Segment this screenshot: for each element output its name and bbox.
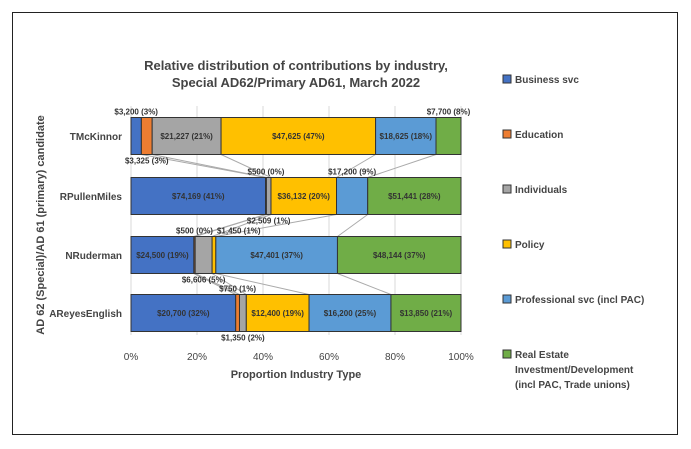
series-line bbox=[337, 214, 368, 237]
y-tick-label: RPullenMiles bbox=[60, 192, 123, 203]
bar-segment bbox=[367, 177, 462, 215]
data-label: $24,500 (19%) bbox=[136, 251, 189, 260]
data-label: $500 (0%) bbox=[248, 168, 285, 177]
bar-segment bbox=[245, 294, 310, 332]
legend-label: Professional svc (incl PAC) bbox=[515, 295, 644, 306]
series-line bbox=[215, 273, 310, 295]
legend-swatch bbox=[502, 184, 512, 194]
data-label: $21,227 (21%) bbox=[160, 132, 213, 141]
series-line bbox=[367, 154, 437, 178]
series-line bbox=[337, 273, 392, 295]
chart-frame bbox=[12, 12, 678, 435]
x-tick-label: 60% bbox=[319, 352, 339, 363]
legend-label: (incl PAC, Trade unions) bbox=[515, 380, 630, 391]
series-line bbox=[152, 154, 267, 178]
bar-segment bbox=[220, 117, 377, 155]
data-label: $47,401 (37%) bbox=[250, 251, 303, 260]
series-line bbox=[211, 214, 272, 237]
data-label: $1,350 (2%) bbox=[221, 334, 265, 343]
bar-segment bbox=[235, 294, 240, 332]
bar-segment bbox=[265, 177, 272, 215]
series-line bbox=[220, 154, 272, 178]
bar-segment bbox=[336, 177, 369, 215]
x-tick-label: 20% bbox=[187, 352, 207, 363]
bar-segment bbox=[308, 294, 392, 332]
legend-label: Business svc bbox=[515, 75, 579, 86]
legend-label: Real Estate bbox=[515, 350, 569, 361]
series-line bbox=[211, 273, 247, 295]
data-label: $13,850 (21%) bbox=[400, 309, 453, 318]
bar-segment bbox=[390, 294, 462, 332]
y-tick-label: AReyesEnglish bbox=[49, 309, 122, 320]
x-tick-label: 0% bbox=[124, 352, 139, 363]
bar-segment bbox=[435, 117, 462, 155]
chart-title-line2: Special AD62/Primary AD61, March 2022 bbox=[172, 75, 420, 90]
legend-label: Individuals bbox=[515, 185, 568, 196]
bar-segment bbox=[375, 117, 437, 155]
series-line bbox=[336, 154, 376, 178]
bar-segment bbox=[194, 236, 213, 274]
x-axis-label: Proportion Industry Type bbox=[231, 369, 362, 381]
bar-segment bbox=[130, 117, 142, 155]
bar-segment bbox=[215, 236, 338, 274]
data-label: $20,700 (32%) bbox=[157, 309, 210, 318]
data-label: $6,606 (5%) bbox=[182, 276, 226, 285]
bar-segment bbox=[211, 236, 217, 274]
series-line bbox=[195, 214, 267, 237]
data-label: $18,625 (18%) bbox=[380, 132, 433, 141]
legend-swatch bbox=[502, 129, 512, 139]
legend-label: Investment/Development bbox=[515, 365, 634, 376]
data-label: $750 (1%) bbox=[219, 285, 256, 294]
data-label: $48,144 (37%) bbox=[373, 251, 426, 260]
data-label: $47,625 (47%) bbox=[272, 132, 325, 141]
data-label: $36,132 (20%) bbox=[277, 192, 330, 201]
legend-swatch bbox=[502, 239, 512, 249]
x-tick-label: 80% bbox=[385, 352, 405, 363]
data-label: $51,441 (28%) bbox=[388, 192, 441, 201]
bar-segment bbox=[336, 236, 462, 274]
data-label: $74,169 (41%) bbox=[172, 192, 225, 201]
data-label: $3,200 (3%) bbox=[114, 108, 158, 117]
series-line bbox=[215, 214, 337, 237]
data-label: $500 (0%) bbox=[176, 227, 213, 236]
data-label: $12,400 (19%) bbox=[251, 309, 304, 318]
bar-segment bbox=[140, 117, 153, 155]
series-line bbox=[193, 273, 236, 295]
legend-label: Education bbox=[515, 130, 563, 141]
legend-label: Policy bbox=[515, 240, 545, 251]
legend-swatch bbox=[502, 349, 512, 359]
bar-segment bbox=[270, 177, 338, 215]
data-label: $3,325 (3%) bbox=[125, 157, 169, 166]
y-axis-label: AD 62 (Special)/AD 61 (primary) candidat… bbox=[35, 115, 47, 334]
data-label: $17,200 (9%) bbox=[328, 168, 376, 177]
bar-segment bbox=[130, 177, 267, 215]
legend-swatch bbox=[502, 74, 512, 84]
data-label: $1,450 (1%) bbox=[217, 227, 261, 236]
series-line bbox=[141, 154, 266, 178]
data-label: $16,200 (25%) bbox=[324, 309, 377, 318]
bar-segment bbox=[238, 294, 247, 332]
x-tick-label: 100% bbox=[448, 352, 474, 363]
chart-title-line1: Relative distribution of contributions b… bbox=[144, 58, 448, 73]
y-tick-label: NRuderman bbox=[65, 251, 122, 262]
data-label: $7,700 (8%) bbox=[427, 108, 471, 117]
bar-segment bbox=[130, 294, 237, 332]
data-label: $2,509 (1%) bbox=[247, 217, 291, 226]
x-tick-label: 40% bbox=[253, 352, 273, 363]
series-line bbox=[194, 273, 240, 295]
y-tick-label: TMcKinnor bbox=[70, 132, 122, 143]
legend-swatch bbox=[502, 294, 512, 304]
